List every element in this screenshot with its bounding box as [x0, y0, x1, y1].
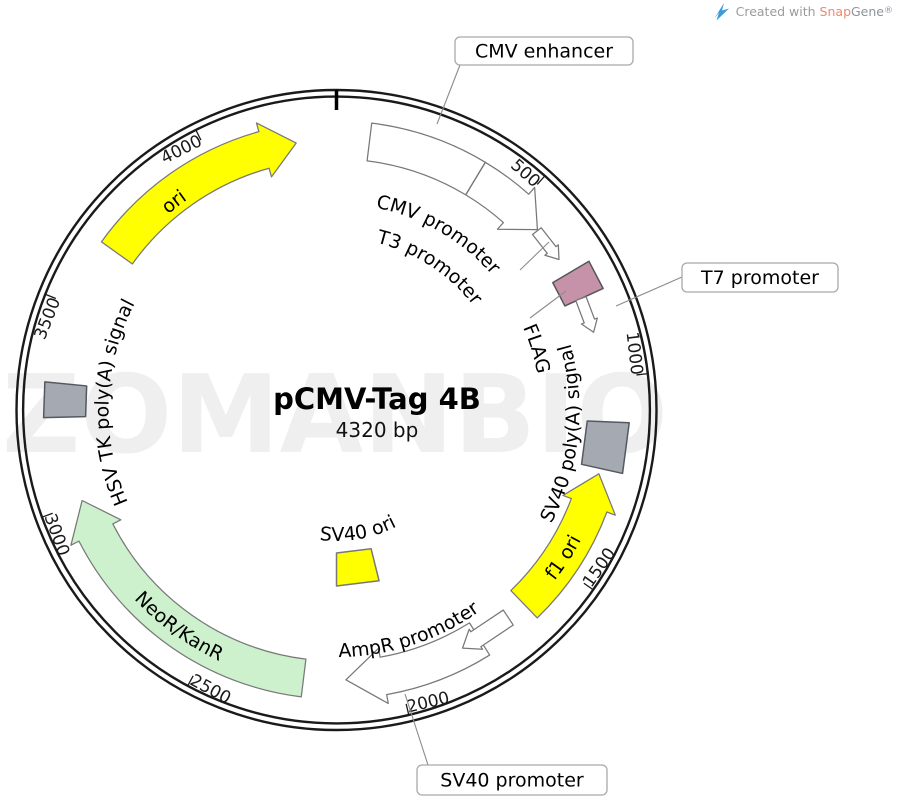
- callout-leader-cmv-enhancer: [436, 64, 461, 125]
- feature-t3-promoter[interactable]: [531, 227, 560, 261]
- label-leader-1: [529, 290, 567, 319]
- tick-mark-3500: [45, 293, 57, 300]
- tick-mark-500: [536, 175, 546, 185]
- tick-mark-1500: [583, 582, 594, 591]
- feature-cmv-enhancer[interactable]: [366, 122, 486, 196]
- feature-ampr-promoter[interactable]: [461, 609, 514, 650]
- snapgene-logo-icon: [714, 3, 729, 21]
- feature-neor-kanr[interactable]: [70, 499, 307, 698]
- feature-flag[interactable]: [552, 260, 604, 307]
- plasmid-length: 4320 bp: [336, 418, 419, 442]
- tick-mark-3000: [41, 512, 53, 518]
- plasmid-title: pCMV-Tag 4B: [273, 382, 481, 416]
- tick-mark-2500: [187, 675, 194, 687]
- feature-sv40-ori[interactable]: [335, 548, 380, 587]
- feature-label-sv40-ori: SV40 ori: [319, 511, 399, 546]
- callout-leader-t7-promoter: [615, 276, 683, 307]
- feature-f1-ori[interactable]: [510, 473, 616, 619]
- callout-cmv-enhancer[interactable]: [454, 36, 634, 66]
- tick-label-1000: 1000: [621, 331, 646, 376]
- callout-label-sv40-promoter: SV40 promoter: [440, 770, 584, 792]
- tick-mark-4000: [195, 129, 202, 141]
- label-leader-0: [519, 241, 550, 271]
- feature-hsv-tk-poly-a-signal[interactable]: [42, 381, 88, 419]
- tick-label-3000: 3000: [40, 511, 74, 558]
- feature-ori[interactable]: [100, 122, 297, 265]
- callout-sv40-promoter[interactable]: [416, 764, 608, 796]
- tick-mark-2000: [405, 703, 410, 716]
- callout-t7-promoter[interactable]: [681, 262, 839, 293]
- feature-t7-promoter[interactable]: [575, 296, 598, 333]
- feature-sv40-promoter[interactable]: [345, 622, 491, 705]
- watermark: ZOMANBIO: [2, 353, 668, 478]
- credit-text: Created with SnapGene®: [736, 4, 893, 19]
- callout-label-cmv-enhancer: CMV enhancer: [475, 41, 613, 63]
- feature-segment-divider: [465, 161, 486, 196]
- feature-sv40-poly-a-signal[interactable]: [580, 420, 630, 475]
- callout-label-t7-promoter: T7 promoter: [700, 267, 819, 289]
- tick-label-2000: 2000: [405, 688, 452, 717]
- callout-leader-sv40-promoter: [404, 693, 429, 766]
- feature-cmv-promoter[interactable]: [465, 161, 539, 231]
- tick-mark-1000: [636, 372, 648, 376]
- snapgene-credit: Created with SnapGene®: [714, 3, 893, 21]
